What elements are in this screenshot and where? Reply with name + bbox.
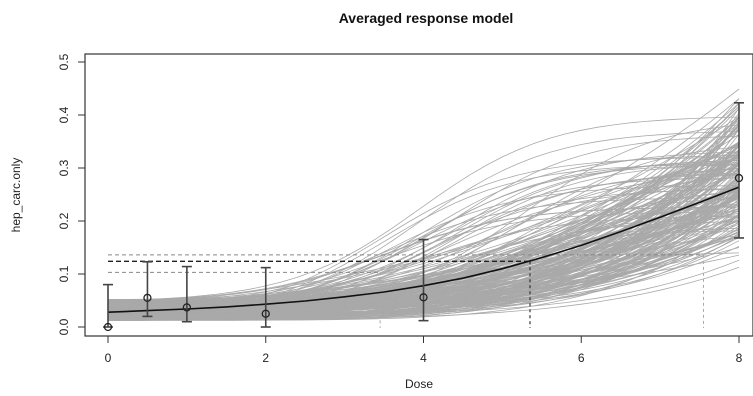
observed-point (181, 265, 192, 323)
observed-point (142, 261, 153, 318)
observed-marker (103, 322, 113, 332)
bootstrap-curve (107, 116, 740, 302)
x-axis: 0 2 4 6 8 (105, 335, 743, 365)
bootstrap-curve (107, 131, 740, 313)
x-axis-label: Dose (405, 377, 433, 391)
bootstrap-curve (107, 162, 740, 318)
x-tick-label: 2 (262, 351, 269, 365)
observed-point (260, 266, 271, 328)
x-tick-label: 8 (736, 351, 743, 365)
observed-point (734, 102, 744, 239)
bootstrap-curve (107, 155, 740, 315)
observed-marker (261, 309, 270, 318)
y-tick-label: 0.4 (57, 106, 71, 123)
y-tick-label: 0.5 (57, 53, 71, 70)
x-tick-label: 4 (420, 351, 427, 365)
observed-point (103, 283, 113, 332)
y-tick-label: 0.0 (57, 318, 71, 335)
observed-marker (143, 293, 152, 303)
error-bars (103, 102, 744, 332)
chart-title: Averaged response model (339, 10, 514, 26)
y-tick-label: 0.3 (57, 159, 71, 176)
bootstrap-curve (107, 197, 740, 307)
x-tick-label: 0 (105, 351, 112, 365)
y-tick-label: 0.1 (57, 265, 71, 282)
observed-marker (419, 293, 428, 302)
plot-frame (84, 53, 753, 337)
y-tick-label: 0.2 (57, 212, 71, 229)
y-axis: 0.0 0.1 0.2 0.3 0.4 0.5 (57, 53, 86, 335)
observed-point (418, 238, 429, 322)
bmd-reference-lines (108, 254, 705, 328)
x-tick-label: 6 (578, 351, 585, 365)
observed-marker (182, 303, 192, 312)
observed-marker (734, 173, 744, 183)
y-axis-label: hep_carc.only (9, 158, 23, 233)
